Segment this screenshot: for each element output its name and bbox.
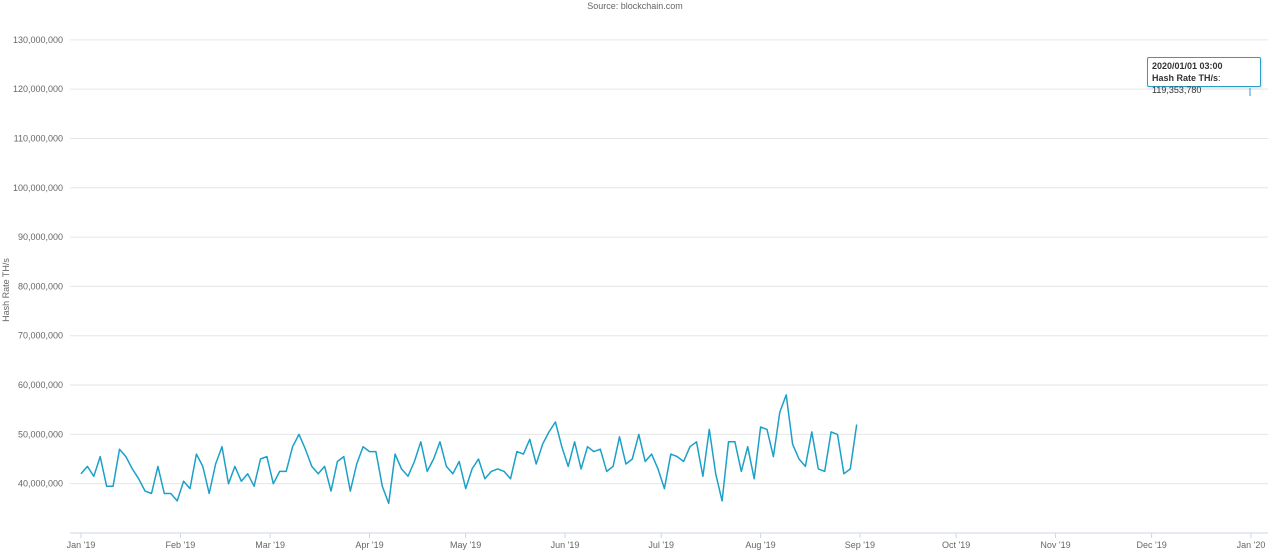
y-tick-label: 90,000,000 [18, 232, 63, 242]
x-tick-label: Nov '19 [1040, 540, 1070, 550]
tooltip-colon: : [1218, 73, 1221, 83]
data-tooltip: 2020/01/01 03:00 Hash Rate TH/s: 119,353… [1147, 57, 1261, 95]
series-line[interactable] [80, 394, 858, 505]
grid-lines [70, 39, 1268, 485]
y-tick-label: 40,000,000 [18, 479, 63, 489]
x-axis: Jan '19 Feb '19 Mar '19 Apr '19 May '19 Jun '… [67, 532, 1268, 550]
y-tick-label: 50,000,000 [18, 429, 63, 439]
x-tick-label: Aug '19 [745, 540, 775, 550]
y-tick-label: 100,000,000 [13, 183, 63, 193]
x-tick-label: Feb '19 [165, 540, 195, 550]
series-group[interactable] [80, 394, 858, 505]
y-tick-label: 120,000,000 [13, 84, 63, 94]
y-tick-label: 110,000,000 [14, 133, 63, 143]
x-tick-label: Jul '19 [648, 540, 674, 550]
y-tick-label: 130,000,000 [13, 35, 63, 45]
chart-source: Source: blockchain.com [587, 1, 683, 11]
x-tick-label: Dec '19 [1137, 540, 1167, 550]
y-tick-label: 70,000,000 [18, 331, 63, 341]
x-tick-label: Jun '19 [551, 540, 580, 550]
x-tick-label: May '19 [450, 540, 481, 550]
y-axis-label: Hash Rate TH/s [1, 258, 11, 322]
x-tick-label: Apr '19 [355, 540, 383, 550]
x-tick-label: Jan '19 [67, 540, 96, 550]
x-tick-label: Sep '19 [845, 540, 875, 550]
tooltip-date: 2020/01/01 03:00 [1152, 61, 1223, 71]
y-axis: 40,000,000 50,000,000 60,000,000 70,000,000… [13, 35, 63, 489]
x-tick-label: Oct '19 [942, 540, 970, 550]
y-tick-label: 80,000,000 [18, 281, 63, 291]
y-tick-label: 60,000,000 [18, 380, 63, 390]
tooltip-series-label: Hash Rate TH/s [1152, 73, 1219, 83]
x-tick-label: Mar '19 [255, 540, 285, 550]
tooltip-value: 119,353,780 [1152, 85, 1202, 95]
x-tick-label: Jan '20 [1237, 540, 1266, 550]
